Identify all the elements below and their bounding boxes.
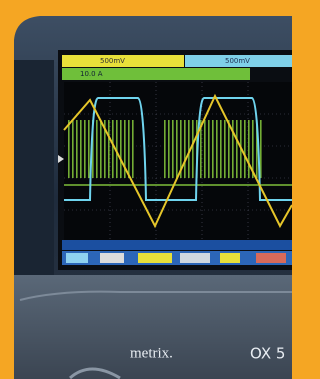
- menu-button: [138, 253, 172, 263]
- product-photo: 500mV 500mV 10.0 A metrix. OX 5: [0, 0, 292, 379]
- ch1-label: 500mV: [100, 57, 125, 65]
- brand: metrix.: [130, 345, 173, 361]
- status-bar: [62, 240, 292, 250]
- device-bezel: [14, 60, 54, 280]
- page: 500mV 500mV 10.0 A metrix. OX 5 (() => {…: [0, 0, 292, 379]
- model: OX 5: [250, 345, 285, 363]
- menu-button: [100, 253, 124, 263]
- menu-button: [256, 253, 286, 263]
- menu-button: [66, 253, 88, 263]
- menu-button: [220, 253, 240, 263]
- ch3-label: 10.0 A: [80, 70, 103, 78]
- menu-button: [180, 253, 210, 263]
- burst-signal: [162, 120, 262, 178]
- ch2-label: 500mV: [225, 57, 250, 65]
- device-lower: [14, 275, 292, 379]
- burst-signal: [68, 120, 134, 178]
